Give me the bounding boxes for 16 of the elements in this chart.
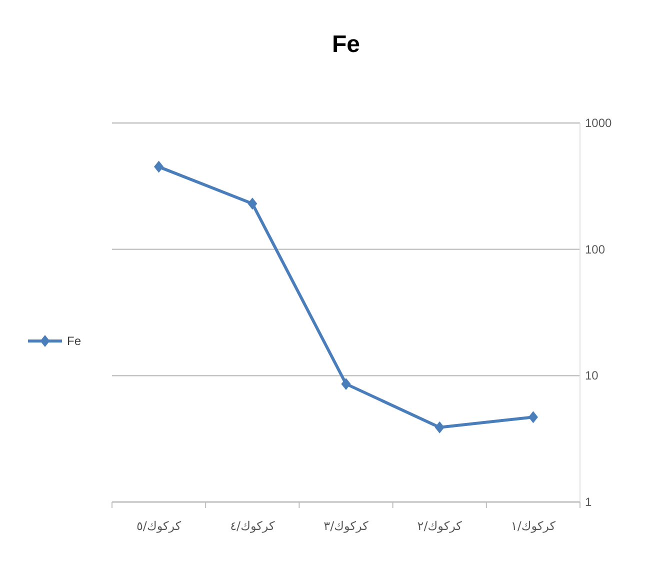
point [154,160,164,173]
point [248,198,258,210]
y-tick-label: 1000 [585,116,612,130]
x-tick-label: كركوك/٥ [136,519,182,533]
point [434,421,444,434]
x-tick-label: كركوك/٢ [417,519,462,533]
x-tick-label: كركوك/٣ [324,519,369,533]
legend-label: Fe [67,334,82,348]
point [528,411,538,424]
y-tick-label: 100 [585,242,606,256]
x-tick-label: كركوك/١ [510,519,556,533]
y-tick-label: 10 [585,368,599,383]
x-tick-label: كركوك/٤ [230,519,275,533]
y-tick-label: 1 [585,495,592,509]
chart-title: Fe [332,31,360,58]
point [341,378,351,390]
